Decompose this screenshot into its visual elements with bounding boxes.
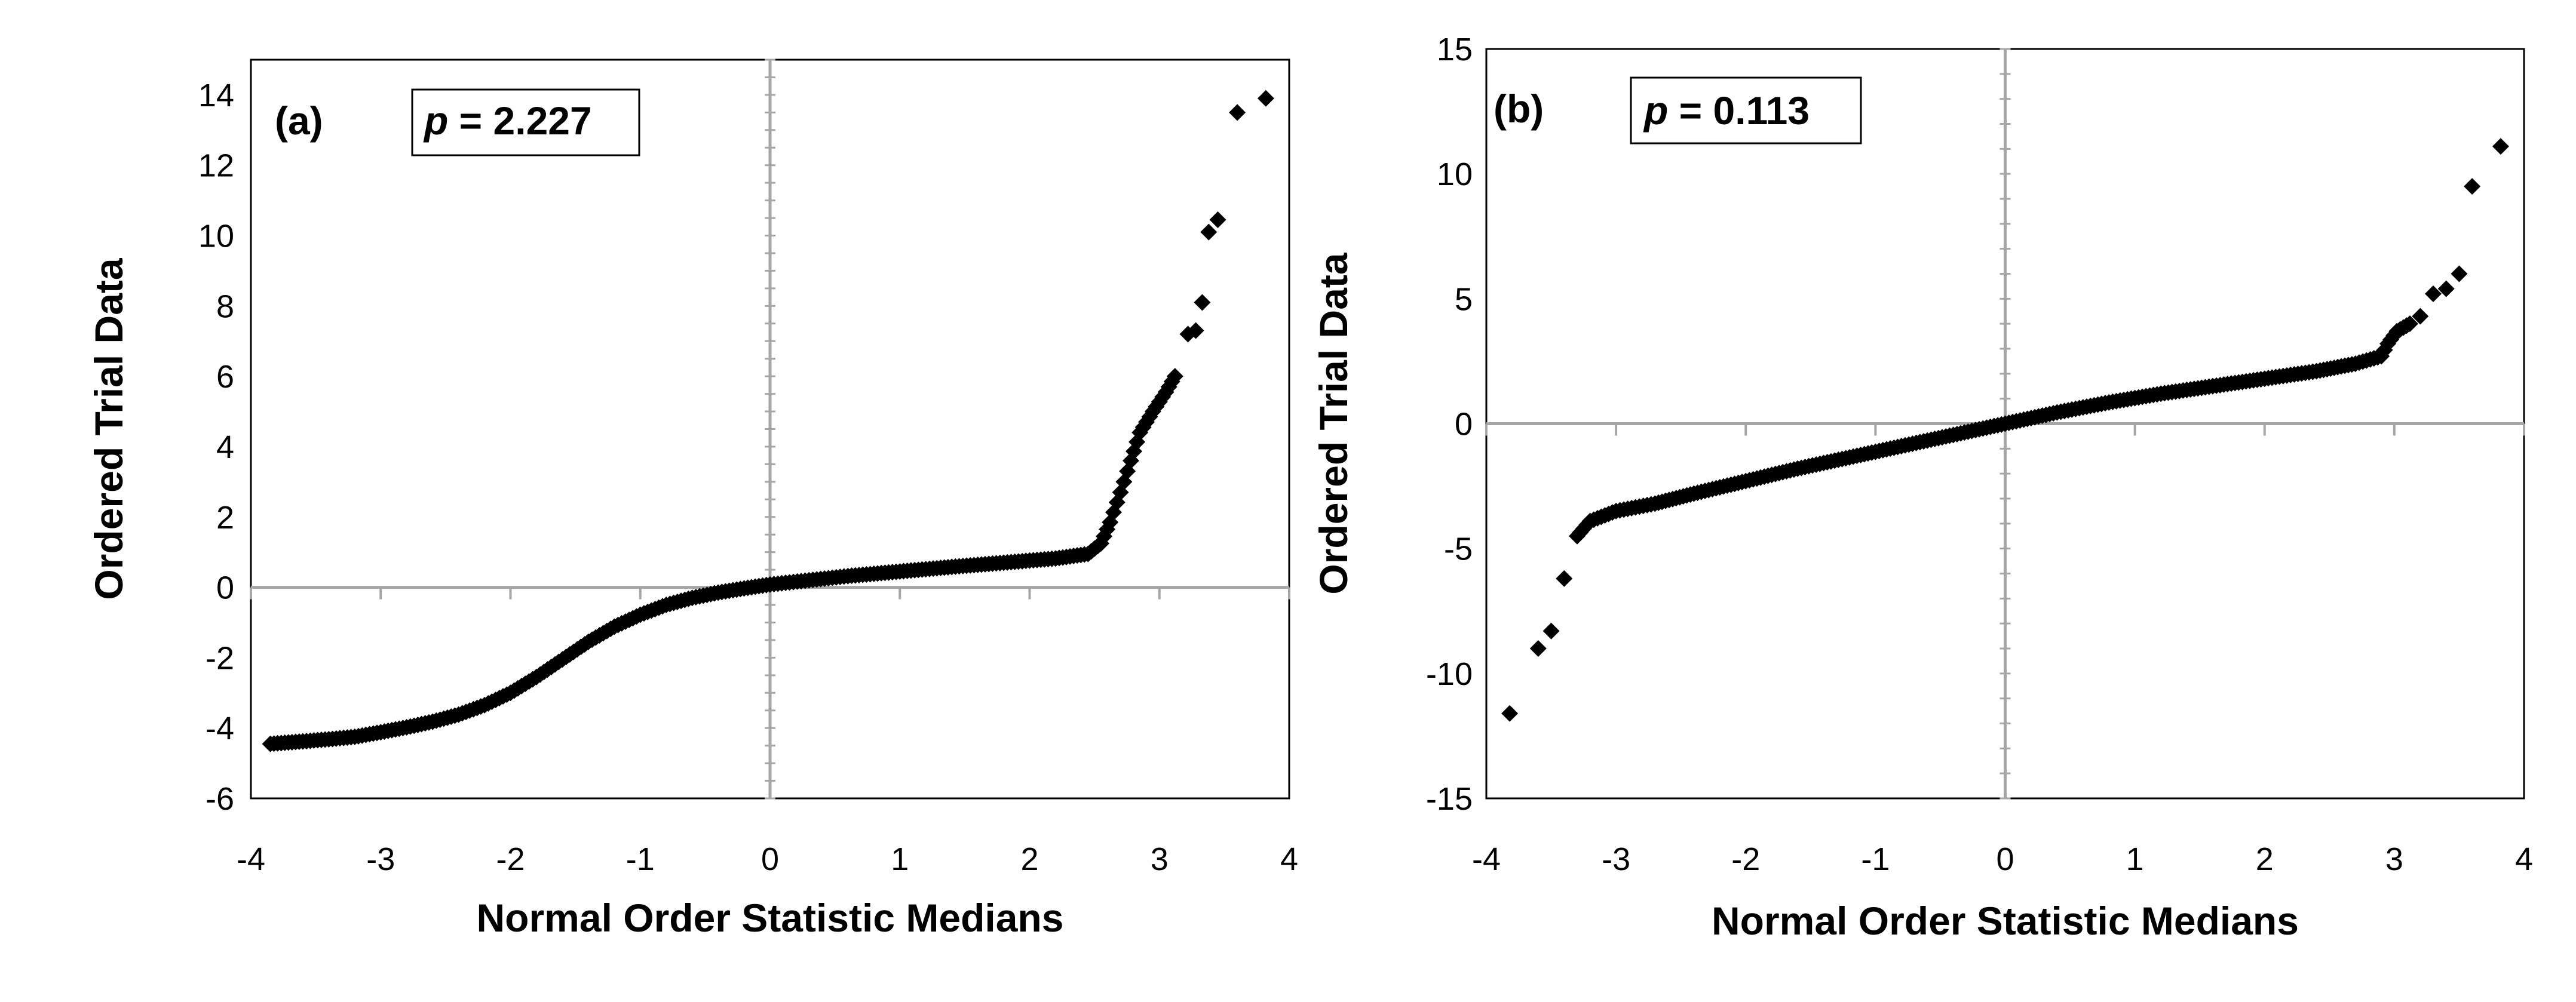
x-tick-label: 2 — [1020, 841, 1038, 877]
y-axis-title: Ordered Trial Data — [87, 257, 131, 600]
y-tick-label: -5 — [1444, 531, 1473, 567]
y-tick-label: -4 — [206, 711, 234, 746]
x-axis-title: Normal Order Statistic Medians — [1712, 899, 2299, 943]
y-tick-label: -6 — [206, 781, 234, 817]
p-value: 2.227 — [493, 99, 592, 143]
x-tick-label: -1 — [1861, 841, 1890, 877]
data-point — [2401, 315, 2418, 333]
p-value-box — [1630, 76, 1862, 145]
data-point — [2492, 138, 2509, 155]
p-equals: = — [448, 99, 493, 143]
y-tick-label: 15 — [1437, 32, 1473, 67]
data-point — [1501, 705, 1519, 722]
data-point — [2451, 265, 2468, 282]
y-tick-label: 10 — [1437, 156, 1473, 192]
panel-label: (a) — [275, 99, 323, 143]
x-tick-label: 0 — [761, 841, 779, 877]
x-tick-label: -2 — [1731, 841, 1760, 877]
x-tick-label: -3 — [366, 841, 395, 877]
p-symbol: p — [423, 99, 448, 143]
y-tick-label: -2 — [206, 640, 234, 676]
x-tick-label: 3 — [1151, 841, 1169, 877]
data-point — [1209, 211, 1226, 229]
data-point — [1194, 294, 1211, 311]
data-point — [1529, 640, 1547, 657]
x-tick-label: -4 — [237, 841, 265, 877]
y-axis-title: Ordered Trial Data — [1311, 252, 1356, 595]
x-tick-label: 3 — [2385, 841, 2403, 877]
panel-label: (b) — [1494, 87, 1544, 131]
data-point — [1187, 322, 1204, 339]
x-tick-label: 0 — [1996, 841, 2014, 877]
y-tick-label: 5 — [1455, 281, 1473, 317]
x-axis-title: Normal Order Statistic Medians — [477, 896, 1064, 940]
p-value: 0.113 — [1713, 88, 1810, 133]
data-point — [2464, 178, 2481, 195]
x-tick-label: 1 — [891, 841, 909, 877]
y-tick-label: -15 — [1426, 781, 1473, 817]
x-tick-label: -2 — [496, 841, 525, 877]
x-tick-label: -1 — [626, 841, 655, 877]
y-tick-label: 8 — [216, 288, 234, 324]
data-point — [2437, 280, 2455, 297]
data-point — [1257, 90, 1274, 107]
p-value-text: p = 0.113 — [1643, 88, 1810, 133]
data-series — [262, 90, 1274, 752]
p-value-box — [411, 88, 640, 156]
x-tick-label: -4 — [1472, 841, 1501, 877]
y-tick-label: 0 — [1455, 407, 1473, 442]
x-tick-label: 4 — [1280, 841, 1298, 877]
y-tick-label: 2 — [216, 500, 234, 536]
y-tick-label: 6 — [216, 359, 234, 395]
y-tick-label: 14 — [198, 78, 234, 113]
y-tick-label: 4 — [216, 429, 234, 465]
data-point — [1229, 104, 1246, 121]
y-tick-label: 12 — [198, 148, 234, 184]
p-symbol: p — [1643, 88, 1668, 133]
x-tick-label: 2 — [2256, 841, 2274, 877]
data-point — [2412, 308, 2429, 325]
p-value-text: p = 2.227 — [423, 99, 592, 143]
x-tick-label: 1 — [2126, 841, 2144, 877]
y-tick-label: 0 — [216, 570, 234, 606]
data-point — [2425, 285, 2442, 302]
y-tick-label: -10 — [1426, 656, 1473, 692]
data-point — [1556, 570, 1573, 587]
x-tick-label: 4 — [2515, 841, 2533, 877]
data-point — [1166, 368, 1183, 385]
p-equals: = — [1668, 88, 1713, 133]
data-point — [1542, 622, 1560, 640]
y-tick-label: 10 — [198, 219, 234, 254]
x-tick-label: -3 — [1602, 841, 1630, 877]
data-point — [1200, 223, 1218, 241]
data-series — [1501, 138, 2509, 722]
